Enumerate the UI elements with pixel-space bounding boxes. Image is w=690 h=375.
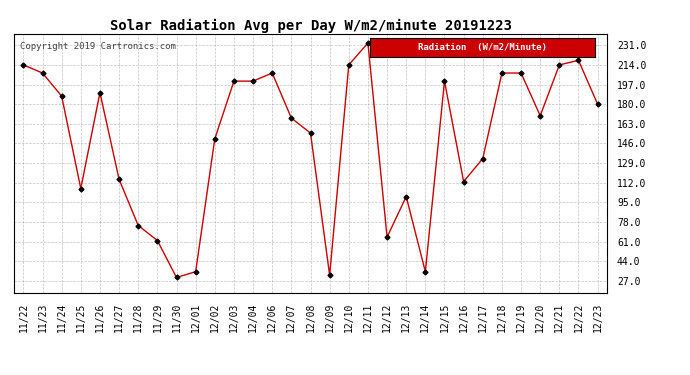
- Text: Copyright 2019 Cartronics.com: Copyright 2019 Cartronics.com: [20, 42, 176, 51]
- Title: Solar Radiation Avg per Day W/m2/minute 20191223: Solar Radiation Avg per Day W/m2/minute …: [110, 18, 511, 33]
